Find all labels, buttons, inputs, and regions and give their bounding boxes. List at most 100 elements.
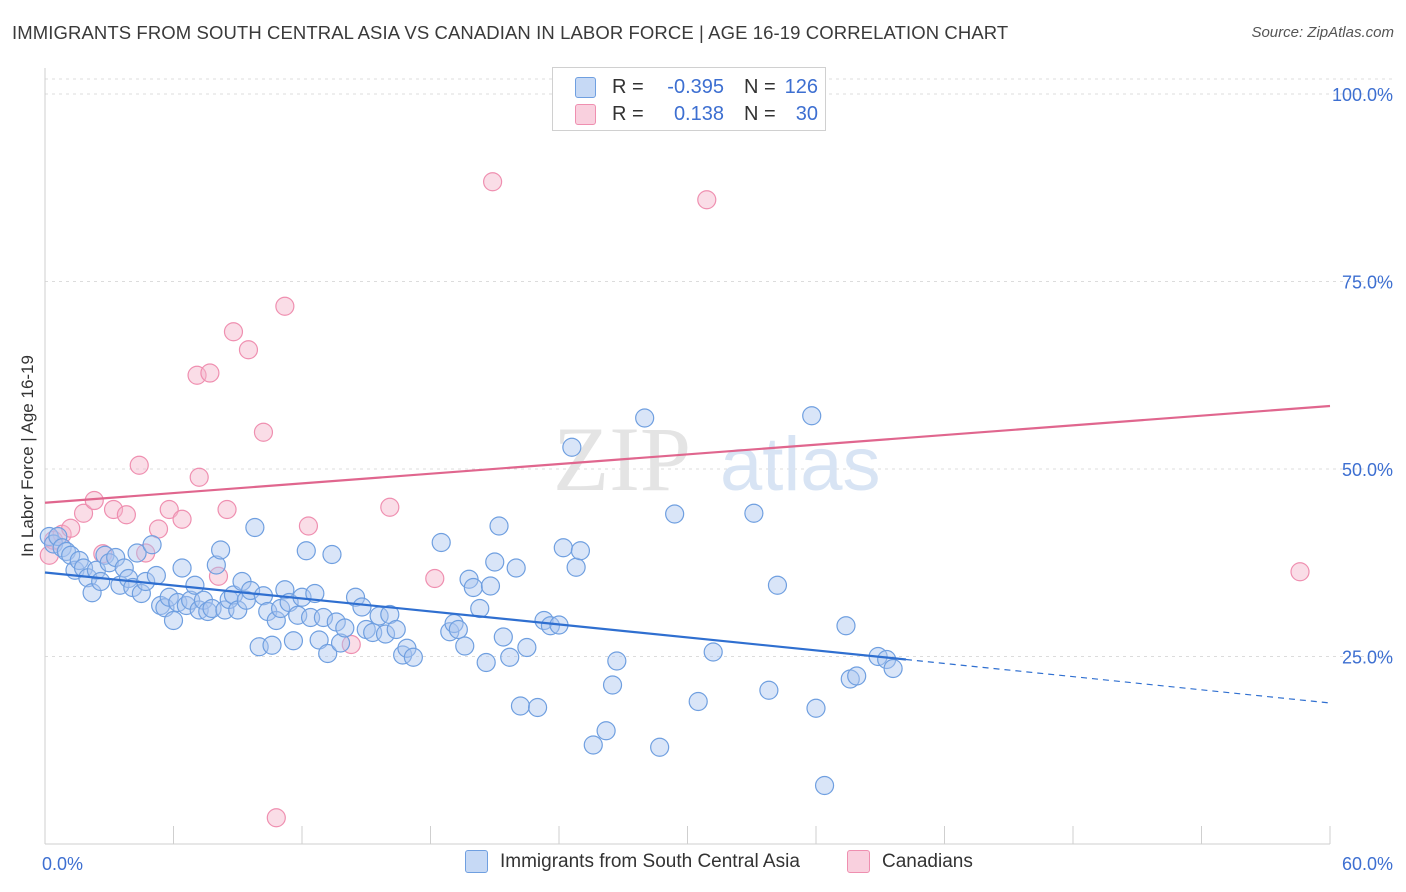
legend-row-canadians: R = 0.138 N = 30 (575, 101, 818, 127)
canadians-point (483, 172, 503, 192)
canadians-point (266, 808, 286, 828)
immigrants-point (510, 696, 531, 716)
immigrants-point (759, 680, 779, 700)
immigrants-point (493, 627, 513, 647)
immigrants-point (500, 647, 520, 667)
immigrants-point (431, 532, 451, 553)
legend-r-value: 0.138 (673, 102, 724, 125)
immigrants-point (635, 408, 655, 428)
canadians-point (1290, 562, 1310, 582)
immigrants-point (744, 503, 764, 523)
legend-n-label: N = (744, 75, 776, 98)
chart-title: IMMIGRANTS FROM SOUTH CENTRAL ASIA VS CA… (12, 22, 1009, 43)
immigrants-trend-line (44, 571, 907, 661)
immigrants-point (211, 540, 231, 560)
immigrants-point (309, 630, 329, 650)
legend-r-label: R = (612, 102, 644, 125)
immigrants-point (48, 526, 68, 547)
grid-layer (45, 78, 1392, 657)
canadians-point (380, 497, 400, 517)
immigrants-point (806, 698, 826, 718)
immigrants-point (883, 658, 903, 679)
immigrants-point (131, 583, 151, 604)
immigrants-point (352, 597, 372, 617)
immigrants-point (262, 635, 282, 655)
immigrants-point (506, 558, 526, 578)
immigrants-point (480, 576, 501, 596)
source-label: Source: ZipAtlas.com (1251, 24, 1394, 41)
legend-n-value: 30 (795, 102, 818, 125)
x-tick-label-min: 0.0% (42, 854, 83, 874)
immigrants-point (345, 587, 366, 607)
y-axis-label: In Labor Force | Age 16-19 (18, 355, 37, 557)
bottom-legend-label-canadians: Canadians (882, 850, 973, 872)
legend-swatch-blue (575, 76, 596, 98)
bottom-swatch-blue (465, 850, 488, 873)
y-tick-label: 100.0% (1332, 85, 1393, 105)
canadians-point (200, 363, 220, 383)
watermark-atlas: atlas (720, 422, 881, 507)
immigrants-point (266, 610, 286, 631)
y-tick-label: 50.0% (1342, 460, 1393, 480)
immigrants-point (403, 647, 423, 667)
immigrants-point (296, 541, 316, 561)
immigrants-points (39, 406, 903, 796)
immigrants-point (275, 580, 295, 600)
immigrants-point (553, 538, 573, 558)
immigrants-point (322, 544, 342, 565)
bottom-legend-canadians: Canadians (847, 850, 973, 873)
bottom-legend-label-immigrants: Immigrants from South Central Asia (500, 850, 800, 872)
immigrants-point (607, 651, 627, 671)
canadians-points (39, 172, 1310, 828)
canadians-point (217, 499, 237, 520)
canadians-point (697, 190, 717, 210)
canadians-point (275, 296, 295, 316)
immigrants-point (802, 406, 822, 426)
legend-row-immigrants: R = -0.395 N = 126 (575, 74, 818, 100)
immigrants-point (455, 636, 475, 656)
immigrants-point (185, 575, 205, 595)
legend-r-label: R = (612, 75, 644, 98)
watermark: ZIP atlas (553, 408, 881, 510)
immigrants-point (127, 543, 147, 563)
immigrants-point (91, 571, 111, 592)
canadians-point (73, 503, 94, 523)
canadians-point (425, 568, 445, 589)
immigrants-point (650, 737, 670, 757)
legend-n-label: N = (744, 102, 776, 125)
immigrants-point (142, 535, 162, 555)
bottom-swatch-pink (847, 850, 870, 873)
immigrants-point (448, 619, 468, 640)
canadians-point (298, 516, 319, 536)
immigrants-point (566, 557, 586, 577)
legend-swatch-pink (575, 103, 596, 125)
immigrants-point (335, 618, 355, 638)
immigrants-point (313, 607, 334, 628)
canadians-point (116, 505, 136, 525)
immigrants-point (375, 624, 396, 644)
immigrants-point (485, 552, 505, 572)
trend-lines (44, 404, 1331, 704)
canadians-point (172, 509, 192, 529)
immigrants-point (703, 642, 723, 662)
bottom-legend-immigrants: Immigrants from South Central Asia (465, 850, 800, 873)
immigrants-point (583, 735, 603, 755)
immigrants-point (114, 558, 134, 578)
canadians-point (238, 340, 259, 360)
canadians-point (159, 499, 179, 520)
immigrants-point (688, 691, 708, 712)
immigrants-point (172, 558, 192, 578)
canadians-point (129, 455, 149, 475)
x-tick-label-max: 60.0% (1342, 854, 1393, 874)
immigrants-point (305, 583, 325, 604)
canadians-point (253, 422, 274, 442)
immigrants-point (570, 541, 591, 561)
immigrants-point (163, 610, 184, 631)
immigrants-point (330, 633, 351, 653)
legend-r-value: -0.395 (667, 75, 724, 98)
immigrants-point (476, 652, 496, 673)
legend-n-value: 126 (784, 75, 818, 98)
immigrants-point (814, 775, 835, 796)
y-tick-label: 75.0% (1342, 273, 1393, 293)
immigrants-point (596, 721, 616, 741)
